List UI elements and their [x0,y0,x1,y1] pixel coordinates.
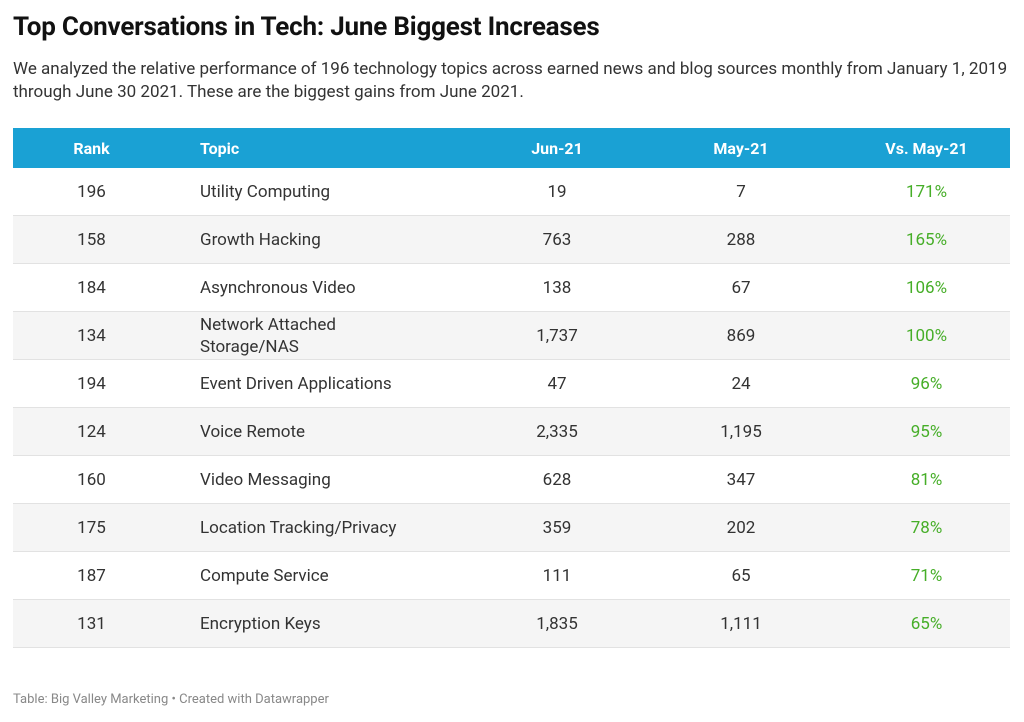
table-row: 160 Video Messaging 628 347 81% [13,455,1010,504]
data-table: Rank Topic Jun-21 May-21 Vs. May-21 196 Utili… [13,128,1010,648]
change-cell: 71% [825,551,1010,600]
table-row: 194 Event Driven Applications 47 24 96% [13,359,1010,408]
subtitle: We analyzed the relative performance of … [13,59,1008,102]
cell: 67 [657,263,825,312]
cell: 7 [657,168,825,216]
cell: 175 [13,503,170,552]
topic-text: Network Attached Storage/NAS [200,314,336,357]
title: Top Conversations in Tech: June Biggest … [13,12,600,42]
change-cell: 65% [825,599,1010,648]
topic-text: Encryption Keys [200,613,321,634]
topic-text: Location Tracking/Privacy [200,517,397,538]
change-cell: 165% [825,215,1010,264]
change-cell: 81% [825,455,1010,504]
table-row: 134 Network Attached Storage/NAS 1,737 869 1… [13,311,1010,360]
cell: 65 [657,551,825,600]
table-row: 187 Compute Service 111 65 71% [13,551,1010,600]
column-header: Vs. May-21 [825,128,1010,168]
change-cell: 100% [825,311,1010,360]
table-row: 158 Growth Hacking 763 288 165% [13,215,1010,264]
column-header: May-21 [657,128,825,168]
cell: 763 [457,215,657,264]
cell: Network Attached Storage/NAS [170,311,457,360]
table-body: 196 Utility Computing 19 7 171% 158 Growth Hac… [13,168,1010,648]
change-cell: 78% [825,503,1010,552]
cell: 187 [13,551,170,600]
cell: Event Driven Applications [170,359,457,408]
cell: Asynchronous Video [170,263,457,312]
table-row: 131 Encryption Keys 1,835 1,111 65% [13,599,1010,648]
cell: 202 [657,503,825,552]
cell: Location Tracking/Privacy [170,503,457,552]
cell: 194 [13,359,170,408]
cell: 1,111 [657,599,825,648]
cell: 347 [657,455,825,504]
cell: 47 [457,359,657,408]
cell: 196 [13,168,170,216]
cell: Encryption Keys [170,599,457,648]
topic-text: Asynchronous Video [200,277,356,298]
cell: 288 [657,215,825,264]
cell: Compute Service [170,551,457,600]
cell: 1,835 [457,599,657,648]
topic-text: Compute Service [200,565,329,586]
cell: 131 [13,599,170,648]
cell: Video Messaging [170,455,457,504]
topic-text: Event Driven Applications [200,373,392,394]
footer: Table: Big Valley Marketing • Created wi… [13,692,329,707]
cell: 111 [457,551,657,600]
cell: 1,195 [657,407,825,456]
cell: 2,335 [457,407,657,456]
cell: 24 [657,359,825,408]
topic-text: Utility Computing [200,181,331,202]
cell: 628 [457,455,657,504]
cell: 1,737 [457,311,657,360]
change-cell: 171% [825,168,1010,216]
table-row: 175 Location Tracking/Privacy 359 202 78% [13,503,1010,552]
column-header: Jun-21 [457,128,657,168]
cell: 138 [457,263,657,312]
cell: 184 [13,263,170,312]
cell: 124 [13,407,170,456]
change-cell: 96% [825,359,1010,408]
topic-text: Growth Hacking [200,229,321,250]
column-header: Topic [170,128,457,168]
cell: Growth Hacking [170,215,457,264]
table-row: 184 Asynchronous Video 138 67 106% [13,263,1010,312]
cell: Voice Remote [170,407,457,456]
cell: 158 [13,215,170,264]
topic-text: Video Messaging [200,469,331,490]
credit: Created with Datawrapper [179,692,329,707]
change-cell: 106% [825,263,1010,312]
cell: 869 [657,311,825,360]
cell: 19 [457,168,657,216]
cell: 134 [13,311,170,360]
cell: 160 [13,455,170,504]
topic-text: Voice Remote [200,421,306,442]
change-cell: 95% [825,407,1010,456]
header-row: Rank Topic Jun-21 May-21 Vs. May-21 [13,128,1010,168]
cell: Utility Computing [170,168,457,216]
cell: 359 [457,503,657,552]
table-row: 196 Utility Computing 19 7 171% [13,168,1010,216]
source: Table: Big Valley Marketing [13,692,169,707]
table-row: 124 Voice Remote 2,335 1,195 95% [13,407,1010,456]
column-header: Rank [13,128,170,168]
